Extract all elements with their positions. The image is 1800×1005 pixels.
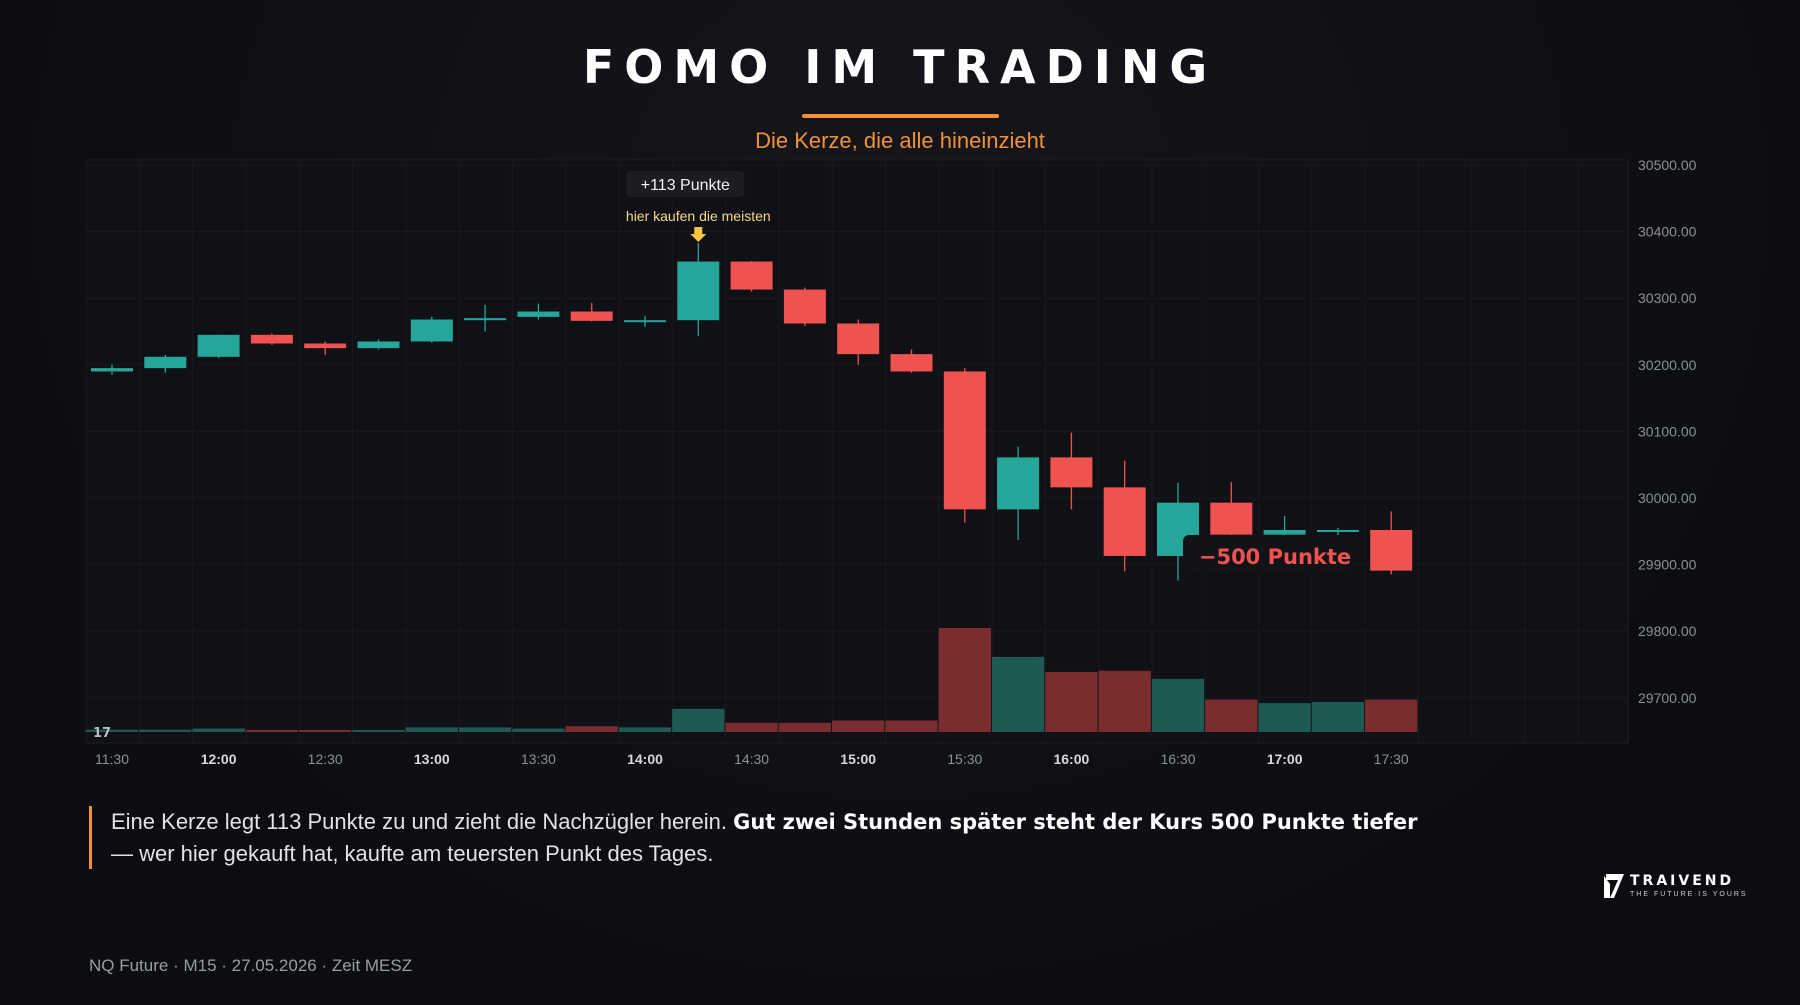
y-tick-label: 30400.00 xyxy=(1638,224,1697,240)
volume-bar xyxy=(832,720,885,732)
candle-body xyxy=(1210,502,1253,535)
x-tick-label: 14:00 xyxy=(627,751,663,767)
volume-bar xyxy=(1258,703,1311,732)
y-tick-label: 30200.00 xyxy=(1638,357,1697,373)
volume-bar xyxy=(458,727,512,732)
traivend-logo-icon xyxy=(1604,874,1624,898)
candle-body xyxy=(304,343,347,349)
volume-bar xyxy=(1098,670,1151,732)
volume-bar xyxy=(565,726,618,732)
candle-body xyxy=(943,371,986,510)
candle-body xyxy=(730,261,773,290)
volume-bar xyxy=(299,730,352,732)
y-tick-label: 29900.00 xyxy=(1638,557,1697,573)
candle-body xyxy=(570,311,613,321)
candle-body xyxy=(624,320,666,323)
y-axis: 29700.00 29800.00 29900.00 30000.00 30100.00… xyxy=(1638,157,1697,706)
volume-bar xyxy=(512,728,565,732)
volume-bar xyxy=(938,628,991,732)
tradingview-logo: 17 xyxy=(93,726,111,741)
volume-bar xyxy=(1151,678,1205,732)
candle-body xyxy=(837,323,880,355)
up-label-box xyxy=(626,171,745,197)
volume-bar xyxy=(672,708,725,732)
caption-text-1: Eine Kerze legt 113 Punkte zu und zieht … xyxy=(111,809,734,834)
volume-bar xyxy=(618,727,672,732)
y-tick-label: 29800.00 xyxy=(1638,623,1697,639)
x-tick-label: 13:00 xyxy=(414,751,450,767)
volume-bar xyxy=(352,730,405,732)
volume-bar xyxy=(1205,699,1258,732)
page-title: FOMO IM TRADING xyxy=(582,40,1218,94)
arrow-down-icon xyxy=(690,227,707,242)
candlestick-chart: 29700.00 29800.00 29900.00 30000.00 30100.00… xyxy=(85,157,1697,767)
volume-bar xyxy=(725,722,778,732)
volume-bar xyxy=(885,720,938,732)
x-tick-label: 15:30 xyxy=(947,751,982,767)
candle-body xyxy=(677,261,720,321)
caption-text-2: — wer hier gekauft hat, kaufte am teuers… xyxy=(111,841,714,866)
x-tick-label: 17:00 xyxy=(1267,751,1303,767)
down-label: −500 Punkte xyxy=(1199,545,1351,569)
candle-body xyxy=(783,289,826,324)
candle-body xyxy=(890,354,933,372)
buy-note: hier kaufen die meisten xyxy=(626,208,771,224)
candle-body xyxy=(1050,457,1093,488)
x-tick-label: 12:00 xyxy=(201,751,237,767)
candle-body xyxy=(517,311,560,317)
volume-bar xyxy=(192,728,245,732)
candle-body xyxy=(410,319,453,342)
volume-bar xyxy=(778,722,832,732)
chart-grid xyxy=(85,159,1629,744)
y-tick-label: 29700.00 xyxy=(1638,690,1697,706)
caption: Eine Kerze legt 113 Punkte zu und zieht … xyxy=(89,806,1431,869)
candle-body xyxy=(357,341,400,349)
x-tick-label: 11:30 xyxy=(95,751,129,767)
candle-body xyxy=(1370,529,1413,571)
candle-body xyxy=(1263,529,1306,535)
candle-body xyxy=(197,334,240,357)
brand-logo: TRAIVEND THE FUTURE IS YOURS xyxy=(1602,872,1752,902)
y-tick-label: 30300.00 xyxy=(1638,290,1697,306)
volume-bar xyxy=(139,729,192,732)
brand-tagline: THE FUTURE IS YOURS xyxy=(1630,891,1748,898)
title-underline xyxy=(802,114,999,118)
x-tick-label: 14:30 xyxy=(734,751,769,767)
x-tick-label: 13:30 xyxy=(521,751,556,767)
candle-body xyxy=(1103,487,1146,556)
volume-bar xyxy=(245,730,299,732)
x-tick-label: 15:00 xyxy=(840,751,876,767)
x-axis: 11:30 12:00 12:30 13:00 13:30 14:00 14:30 15:00… xyxy=(95,751,1409,767)
caption-bold: Gut zwei Stunden später steht der Kurs 5… xyxy=(733,810,1418,834)
x-tick-label: 16:30 xyxy=(1160,751,1195,767)
candle-body xyxy=(91,368,133,372)
y-tick-label: 30100.00 xyxy=(1638,423,1697,439)
candle-body xyxy=(250,334,293,344)
footer-source: NQ Future · M15 · 27.05.2026 · Zeit MESZ xyxy=(89,956,413,975)
x-tick-label: 16:00 xyxy=(1053,751,1089,767)
volume-bar xyxy=(85,729,139,732)
down-label-box xyxy=(1183,535,1353,571)
x-tick-label: 17:30 xyxy=(1374,751,1409,767)
page-subtitle: Die Kerze, die alle hineinzieht xyxy=(755,128,1045,153)
volume-bar xyxy=(1311,701,1365,732)
x-tick-label: 12:30 xyxy=(308,751,343,767)
candle-body xyxy=(1316,529,1359,532)
candles xyxy=(91,242,1413,581)
volume-bars xyxy=(85,628,1418,732)
y-tick-label: 30000.00 xyxy=(1638,490,1697,506)
volume-bar xyxy=(991,656,1045,732)
brand-name: TRAIVEND xyxy=(1630,873,1735,889)
candle-body xyxy=(464,318,507,321)
volume-bar xyxy=(1045,671,1098,732)
volume-bar xyxy=(1365,699,1418,732)
candle-body xyxy=(144,356,187,369)
plot-area xyxy=(85,159,1629,744)
candle-body xyxy=(997,457,1040,510)
annotations: +113 Punkte hier kaufen die meisten −500 P… xyxy=(93,171,1353,741)
volume-bar xyxy=(405,727,458,732)
up-label: +113 Punkte xyxy=(641,177,730,194)
y-tick-label: 30500.00 xyxy=(1638,157,1697,173)
